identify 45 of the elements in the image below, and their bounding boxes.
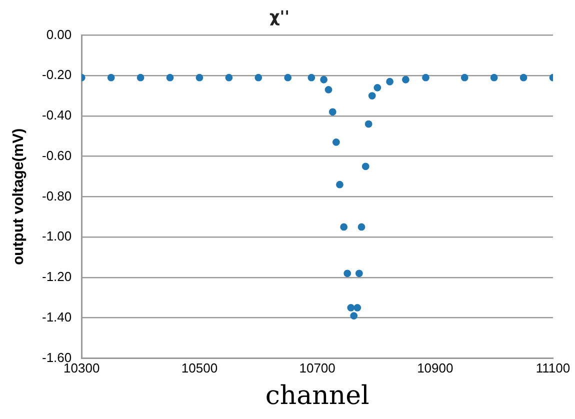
x-axis-title: channel	[265, 381, 370, 412]
point	[324, 86, 332, 94]
point	[374, 84, 382, 92]
point	[520, 74, 528, 82]
point	[225, 74, 233, 82]
point	[402, 76, 410, 84]
point	[320, 76, 328, 84]
x-tick-label: 10700	[299, 360, 336, 376]
point	[254, 74, 262, 82]
y-tick-label: -1.20	[42, 269, 72, 284]
y-tick-label: -1.00	[42, 228, 72, 244]
point	[308, 74, 316, 82]
point	[368, 92, 376, 100]
point	[362, 162, 370, 170]
y-tick-label: -1.40	[42, 309, 72, 324]
point	[355, 270, 363, 278]
y-tick-label: -0.40	[42, 108, 72, 123]
point	[340, 223, 348, 231]
point	[336, 180, 344, 188]
x-tick-label: 10500	[181, 360, 218, 376]
x-tick-label: 10900	[417, 360, 454, 376]
point	[460, 74, 468, 82]
y-tick-label: 0.00	[46, 26, 72, 42]
point	[350, 312, 358, 320]
point	[422, 74, 430, 82]
y-tick-label: -0.80	[42, 188, 72, 204]
point	[284, 74, 292, 82]
point	[344, 270, 352, 278]
point	[136, 74, 144, 82]
point	[490, 74, 498, 82]
y-axis-title: output voltage(mV)	[10, 128, 28, 266]
point	[166, 74, 174, 82]
point	[328, 108, 336, 116]
point	[364, 120, 372, 128]
point	[347, 304, 355, 312]
point	[196, 74, 204, 82]
y-tick-label: -0.20	[42, 67, 72, 82]
x-tick-label: 11100	[536, 360, 570, 376]
point	[358, 223, 366, 231]
y-tick-label: -0.60	[42, 148, 72, 163]
point	[332, 138, 340, 146]
point	[386, 78, 394, 86]
chart-title: χ''	[269, 6, 290, 26]
point	[354, 304, 362, 312]
point	[107, 74, 115, 82]
